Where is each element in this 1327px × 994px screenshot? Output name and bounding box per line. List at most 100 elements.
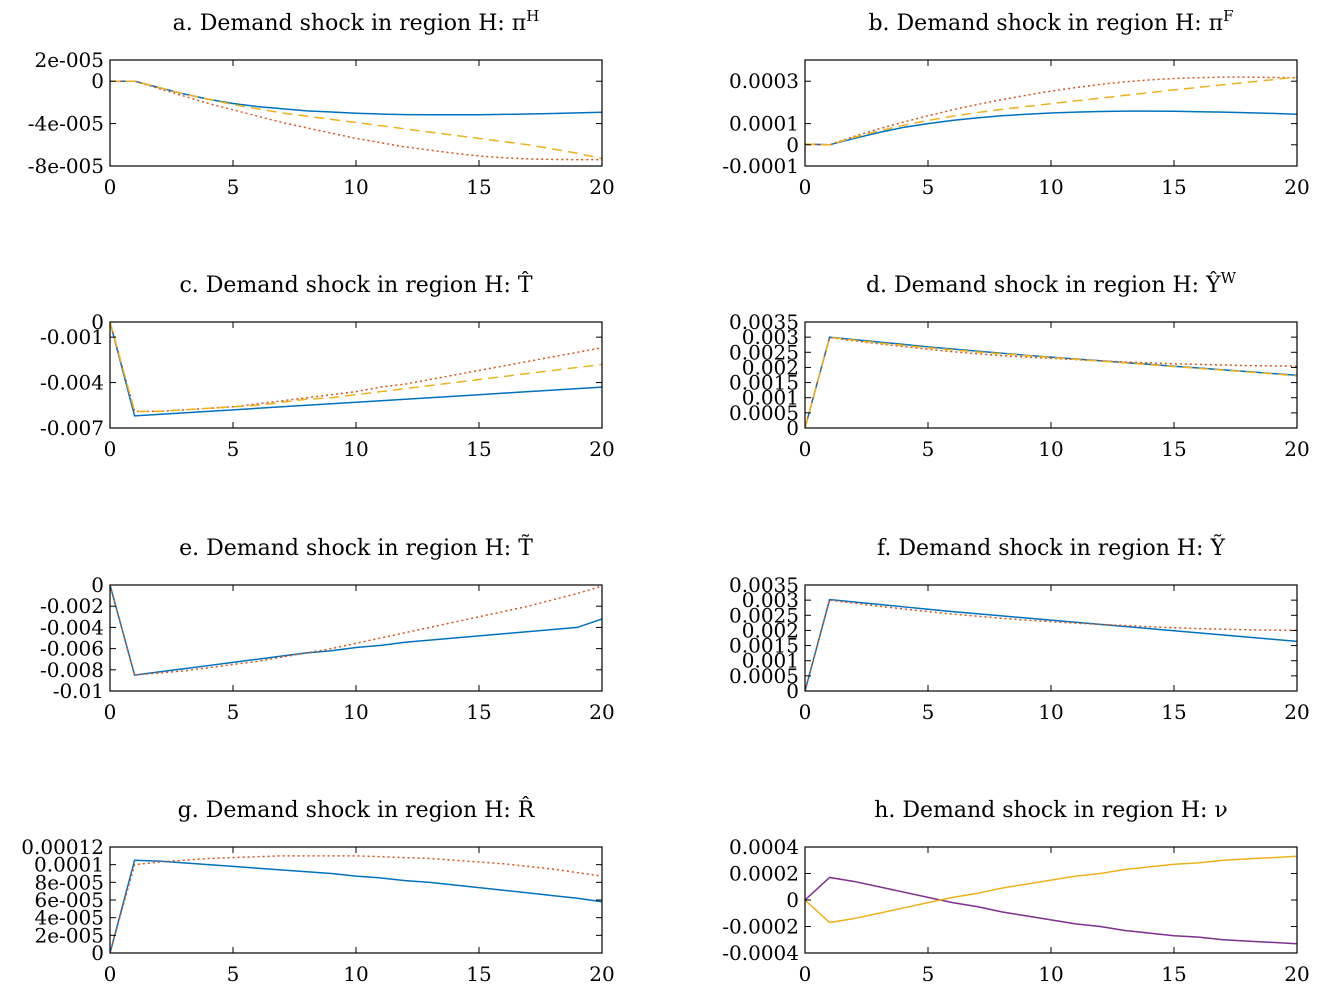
panel-f: f. Demand shock in region H: Ỹ 0 5 10 15 20 0.… [729,533,1310,724]
panel-f-series-1-line [805,598,1297,691]
panel-e-ytick-label: 0 [91,573,104,597]
panel-a-title: a. Demand shock in region H: πH [173,7,540,36]
panel-g-title: g. Demand shock in region H: R̂ [178,797,536,823]
panel-d-ytick-label: 0.0015 [729,371,799,395]
panel-f-ytick-label: 0.0025 [729,603,799,627]
panel-c-xtick-label: 0 [104,437,117,461]
panel-d-series-1-line [805,336,1297,428]
panel-g-ytick-label: 8e-005 [35,870,105,894]
panel-f-xtick-label: 0 [799,700,812,724]
panel-f-xtick-label: 10 [1038,700,1063,724]
panel-b-series-1-line [805,110,1297,146]
panel-h: h. Demand shock in region H: ν 0 5 10 15 20 0.… [722,798,1309,986]
panel-d-ytick-label: 0.0005 [729,401,799,425]
panel-b-ytick-label: -0.0001 [722,154,799,178]
panel-g-ytick-label: 4e-005 [35,906,105,930]
panel-d-ytick-label: 0 [786,416,799,440]
panel-c-xtick-label: 15 [466,437,491,461]
panel-h-title-text: h. Demand shock in region H: ν [874,798,1228,823]
panel-b-title-superscript: F [1223,7,1233,25]
panel-h-ytick-label: 0.0004 [729,835,799,859]
panel-c-title-text: c. Demand shock in region H: T̂ [179,272,532,298]
panel-a-xtick-label: 0 [104,175,117,199]
panel-a-xtick-label: 5 [227,175,240,199]
panel-h-title: h. Demand shock in region H: ν [874,798,1228,823]
panel-d-title-superscript: W [1221,269,1237,287]
panel-g-xtick-label: 15 [466,962,491,986]
panel-d-title: d. Demand shock in region H: ŶW [866,269,1237,298]
panel-f-ytick-label: 0.0005 [729,664,799,688]
panel-b-title: b. Demand shock in region H: πF [868,7,1233,36]
panel-e-axes-frame [109,584,603,692]
panel-e-xtick-label: 10 [343,700,368,724]
panel-h-xtick-label: 5 [922,962,935,986]
panel-d-ytick-label: 0.0035 [729,310,799,334]
panel-b-xtick-label: 0 [799,175,812,199]
panel-b-series-2-line [805,76,1297,146]
panel-a-ytick-label: -4e-005 [28,112,104,136]
panel-c-ytick-label: -0.001 [40,325,104,349]
panel-g-ytick-label: 2e-005 [35,923,105,947]
panel-c-series-3-line [110,322,602,413]
panel-h-xtick-label: 15 [1161,962,1186,986]
panel-h-xtick-label: 0 [799,962,812,986]
panel-b: b. Demand shock in region H: πF 0 5 10 15 20 0… [722,7,1309,199]
panel-a-ytick-label: 0 [91,69,104,93]
panel-f-title: f. Demand shock in region H: Ỹ [877,533,1225,561]
panel-e-xtick-label: 15 [466,700,491,724]
panel-a-title-text: a. Demand shock in region H: π [173,11,527,36]
panel-f-xtick-label: 20 [1284,700,1309,724]
panel-c-xtick-label: 5 [227,437,240,461]
panel-b-title-text: b. Demand shock in region H: π [868,11,1223,36]
panel-f-title-text: f. Demand shock in region H: Ỹ [877,533,1225,561]
panel-h-series-2-line [805,855,1297,924]
panel-a-series-2-line [110,80,602,161]
panel-d-ytick-label: 0.001 [742,386,799,410]
panel-d: d. Demand shock in region H: ŶW 0 5 10 15 20 0… [729,269,1310,461]
panel-f-ytick-label: 0.0015 [729,634,799,658]
panel-e-ytick-label: -0.01 [53,679,104,703]
panel-g: g. Demand shock in region H: R̂ 0 5 10 15 20 0… [21,797,614,986]
panel-f-xtick-label: 15 [1161,700,1186,724]
panel-h-ytick-label: 0 [786,888,799,912]
panel-f-ytick-label: 0.003 [742,588,799,612]
panel-h-axes-frame [804,846,1298,954]
panel-b-series-3-line [805,76,1297,146]
panel-a-ytick-label: 2e-005 [35,48,105,72]
panel-e-ytick-label: -0.004 [40,615,104,639]
panel-g-ytick-label: 0.0001 [34,853,104,877]
panel-c-ytick-label: -0.004 [40,371,104,395]
panel-g-xtick-label: 10 [343,962,368,986]
panel-c-title: c. Demand shock in region H: T̂ [179,272,532,298]
panel-a-title-superscript: H [526,7,539,25]
panel-a-xtick-label: 20 [589,175,614,199]
panel-d-ytick-label: 0.0025 [729,340,799,364]
panel-e-xtick-label: 0 [104,700,117,724]
panel-c-axes-frame [109,321,603,429]
panel-e-series-1-line [110,585,602,676]
panel-h-series-1-line [805,876,1297,945]
panel-a-xtick-label: 15 [466,175,491,199]
panel-c-xtick-label: 10 [343,437,368,461]
panel-e: e. Demand shock in region H: T̃ 0 5 10 15 20 0… [40,535,615,724]
panel-f-axes-frame [804,584,1298,692]
panel-e-title: e. Demand shock in region H: T̃ [179,535,533,561]
panel-h-ytick-label: 0.0002 [729,862,799,886]
panel-c-xtick-label: 20 [589,437,614,461]
panel-d-series-3-line [805,336,1297,428]
panel-f-xtick-label: 5 [922,700,935,724]
panel-b-ytick-label: 0.0001 [729,112,799,136]
panel-b-ytick-label: 0.0003 [729,69,799,93]
panel-d-ytick-label: 0.003 [742,325,799,349]
panel-c-ytick-label: -0.007 [40,416,104,440]
panel-d-xtick-label: 5 [922,437,935,461]
panel-f-ytick-label: 0 [786,679,799,703]
panel-d-xtick-label: 10 [1038,437,1063,461]
panel-d-axes-frame [804,321,1298,429]
panel-g-xtick-label: 0 [104,962,117,986]
panel-e-ytick-label: -0.006 [40,637,104,661]
panel-h-xtick-label: 10 [1038,962,1063,986]
panel-b-xtick-label: 5 [922,175,935,199]
panel-e-xtick-label: 5 [227,700,240,724]
panel-d-ytick-label: 0.002 [742,355,799,379]
